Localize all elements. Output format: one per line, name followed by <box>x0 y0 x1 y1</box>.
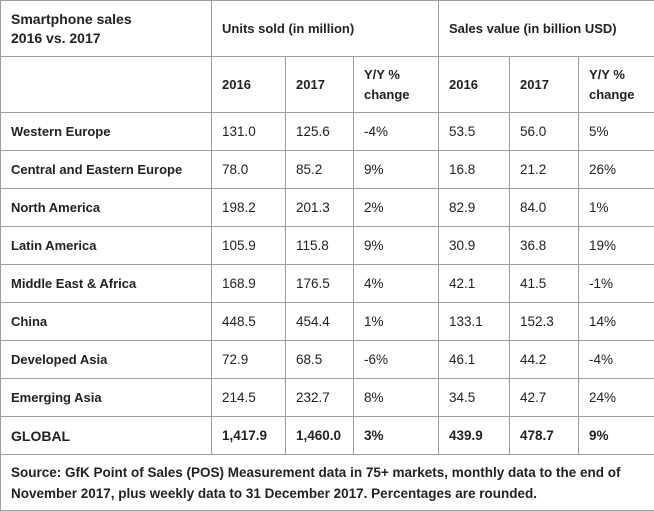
region-label: Western Europe <box>1 113 212 151</box>
value-cell: 1% <box>579 189 654 227</box>
table-title-line1: Smartphone sales <box>11 10 203 29</box>
column-header-value-2016: 2016 <box>439 57 510 113</box>
value-cell: 131.0 <box>212 113 286 151</box>
value-cell: 46.1 <box>439 341 510 379</box>
value-cell: 1% <box>354 303 439 341</box>
empty-header-cell <box>1 57 212 113</box>
value-cell: 24% <box>579 379 654 417</box>
value-cell: 30.9 <box>439 227 510 265</box>
value-cell: 26% <box>579 151 654 189</box>
table-title: Smartphone sales 2016 vs. 2017 <box>1 1 212 57</box>
value-cell: 42.1 <box>439 265 510 303</box>
sub-header-row: 2016 2017 Y/Y % change 2016 2017 Y/Y % c… <box>1 57 654 113</box>
value-cell: 9% <box>579 417 654 455</box>
region-label: Central and Eastern Europe <box>1 151 212 189</box>
value-cell: 82.9 <box>439 189 510 227</box>
region-label: GLOBAL <box>1 417 212 455</box>
value-cell: 68.5 <box>286 341 354 379</box>
value-cell: 16.8 <box>439 151 510 189</box>
value-cell: 439.9 <box>439 417 510 455</box>
value-cell: -4% <box>579 341 654 379</box>
value-cell: 42.7 <box>510 379 579 417</box>
value-cell: 14% <box>579 303 654 341</box>
value-cell: 34.5 <box>439 379 510 417</box>
column-header-units-2017: 2017 <box>286 57 354 113</box>
column-header-units-yy-change: Y/Y % change <box>354 57 439 113</box>
value-cell: 5% <box>579 113 654 151</box>
value-cell: 41.5 <box>510 265 579 303</box>
value-cell: 85.2 <box>286 151 354 189</box>
value-cell: 448.5 <box>212 303 286 341</box>
value-cell: 115.8 <box>286 227 354 265</box>
value-cell: 2% <box>354 189 439 227</box>
source-note: Source: GfK Point of Sales (POS) Measure… <box>1 455 654 511</box>
value-cell: 78.0 <box>212 151 286 189</box>
value-cell: 232.7 <box>286 379 354 417</box>
region-label: Middle East & Africa <box>1 265 212 303</box>
region-label: North America <box>1 189 212 227</box>
value-cell: 56.0 <box>510 113 579 151</box>
region-label: Emerging Asia <box>1 379 212 417</box>
value-cell: 454.4 <box>286 303 354 341</box>
value-cell: 478.7 <box>510 417 579 455</box>
value-cell: 1,460.0 <box>286 417 354 455</box>
value-cell: 133.1 <box>439 303 510 341</box>
column-header-units-2016: 2016 <box>212 57 286 113</box>
table-title-line2: 2016 vs. 2017 <box>11 29 203 48</box>
value-cell: 9% <box>354 151 439 189</box>
group-header-units-sold: Units sold (in million) <box>212 1 439 57</box>
group-header-sales-value: Sales value (in billion USD) <box>439 1 654 57</box>
value-cell: 36.8 <box>510 227 579 265</box>
value-cell: 19% <box>579 227 654 265</box>
value-cell: 198.2 <box>212 189 286 227</box>
value-cell: -1% <box>579 265 654 303</box>
region-label: Developed Asia <box>1 341 212 379</box>
value-cell: 168.9 <box>212 265 286 303</box>
value-cell: 53.5 <box>439 113 510 151</box>
region-label: China <box>1 303 212 341</box>
source-row: Source: GfK Point of Sales (POS) Measure… <box>1 455 654 511</box>
value-cell: 4% <box>354 265 439 303</box>
value-cell: 44.2 <box>510 341 579 379</box>
value-cell: 176.5 <box>286 265 354 303</box>
value-cell: 72.9 <box>212 341 286 379</box>
column-header-value-2017: 2017 <box>510 57 579 113</box>
value-cell: 8% <box>354 379 439 417</box>
value-cell: 9% <box>354 227 439 265</box>
value-cell: 1,417.9 <box>212 417 286 455</box>
column-header-value-yy-change: Y/Y % change <box>579 57 654 113</box>
value-cell: 214.5 <box>212 379 286 417</box>
value-cell: 3% <box>354 417 439 455</box>
region-label: Latin America <box>1 227 212 265</box>
value-cell: 201.3 <box>286 189 354 227</box>
value-cell: 21.2 <box>510 151 579 189</box>
value-cell: 105.9 <box>212 227 286 265</box>
value-cell: -6% <box>354 341 439 379</box>
value-cell: 84.0 <box>510 189 579 227</box>
value-cell: 152.3 <box>510 303 579 341</box>
value-cell: -4% <box>354 113 439 151</box>
value-cell: 125.6 <box>286 113 354 151</box>
group-header-row: Smartphone sales 2016 vs. 2017 Units sol… <box>1 1 654 57</box>
